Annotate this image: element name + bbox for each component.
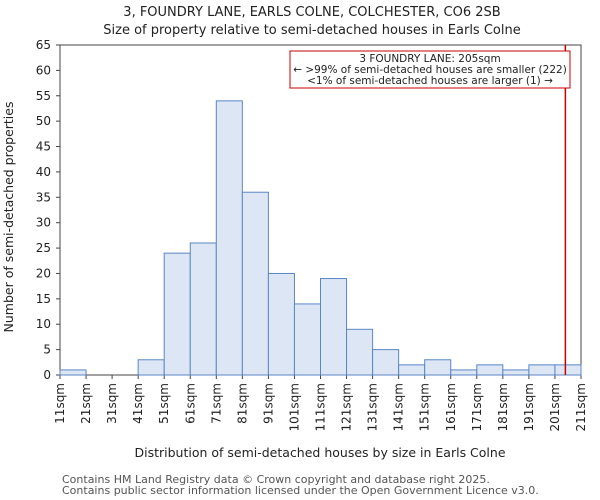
annotation-line-1: 3 FOUNDRY LANE: 205sqm <box>359 53 500 65</box>
x-tick-label: 141sqm <box>392 383 406 431</box>
x-tick-label: 191sqm <box>522 383 536 431</box>
y-tick-label: 30 <box>36 216 51 230</box>
bars <box>59 100 582 376</box>
x-tick-label: 101sqm <box>287 383 301 431</box>
y-tick-label: 5 <box>43 343 51 357</box>
bar <box>346 328 374 376</box>
bar <box>502 369 530 376</box>
bar <box>215 100 243 376</box>
x-tick-label: 151sqm <box>418 383 432 431</box>
x-tick-label: 51sqm <box>157 383 171 424</box>
y-tick-label: 15 <box>36 292 51 306</box>
x-tick-label: 11sqm <box>53 383 67 424</box>
annotation: 3 FOUNDRY LANE: 205sqm ← >99% of semi-de… <box>289 50 571 89</box>
y-tick-label: 35 <box>36 190 51 204</box>
x-axis: 11sqm 21sqm 31sqm 41sqm 51sqm 61sqm 71sqm 81sqm… <box>53 375 588 431</box>
bar <box>372 349 400 376</box>
y-tick-label: 10 <box>36 317 51 331</box>
y-tick-label: 20 <box>36 266 51 280</box>
bar <box>267 272 295 376</box>
footer-line-1: Contains HM Land Registry data © Crown c… <box>62 473 490 486</box>
annotation-line-2: ← >99% of semi-detached houses are small… <box>293 64 567 76</box>
chart-title: 3, FOUNDRY LANE, EARLS COLNE, COLCHESTER… <box>123 5 500 20</box>
x-tick-label: 41sqm <box>131 383 145 424</box>
x-tick-label: 31sqm <box>105 383 119 424</box>
bar <box>528 364 556 376</box>
y-tick-label: 60 <box>36 63 51 77</box>
bar <box>241 191 269 376</box>
bar <box>189 242 217 376</box>
y-axis: 0 5 10 15 20 25 30 35 40 45 50 55 60 65 <box>36 38 60 382</box>
x-tick-label: 121sqm <box>340 383 354 431</box>
x-tick-label: 91sqm <box>261 383 275 424</box>
x-tick-label: 201sqm <box>548 383 562 431</box>
annotation-line-3: <1% of semi-detached houses are larger (… <box>307 75 553 87</box>
y-tick-label: 55 <box>36 89 51 103</box>
y-tick-label: 65 <box>36 38 51 52</box>
bar <box>554 364 582 376</box>
x-tick-label: 111sqm <box>314 383 328 431</box>
bar <box>137 359 165 376</box>
y-tick-label: 0 <box>43 368 51 382</box>
y-tick-label: 40 <box>36 165 51 179</box>
y-tick-label: 25 <box>36 241 51 255</box>
bar <box>398 364 426 376</box>
bar <box>59 369 87 376</box>
chart-subtitle: Size of property relative to semi-detach… <box>103 23 520 38</box>
x-tick-label: 171sqm <box>470 383 484 431</box>
footer-line-2: Contains public sector information licen… <box>62 484 539 497</box>
bar <box>293 303 322 376</box>
x-axis-label: Distribution of semi-detached houses by … <box>134 445 505 460</box>
x-tick-label: 161sqm <box>444 383 458 431</box>
x-tick-label: 181sqm <box>496 383 510 431</box>
bar <box>163 252 191 376</box>
x-tick-label: 131sqm <box>366 383 380 431</box>
x-tick-label: 71sqm <box>209 383 223 424</box>
x-tick-label: 21sqm <box>79 383 93 424</box>
bar <box>476 364 504 376</box>
annotation-box <box>289 50 571 89</box>
y-axis-label: Number of semi-detached properties <box>1 102 16 333</box>
y-tick-label: 50 <box>36 114 51 128</box>
bar <box>450 369 478 376</box>
x-tick-label: 211sqm <box>574 383 588 431</box>
x-tick-label: 61sqm <box>183 383 197 424</box>
bar <box>320 278 348 376</box>
x-tick-label: 81sqm <box>235 383 249 424</box>
bar <box>424 359 452 376</box>
y-tick-label: 45 <box>36 140 51 154</box>
